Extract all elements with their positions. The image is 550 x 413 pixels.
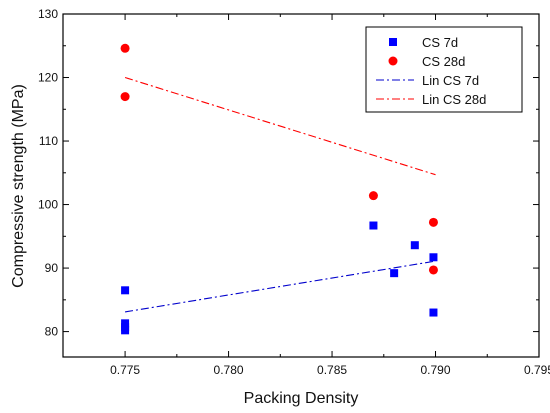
y-tick-label: 120 — [38, 71, 58, 85]
point-cs-7d — [121, 286, 129, 294]
y-tick-label: 100 — [38, 198, 58, 212]
x-tick-label: 0.775 — [110, 363, 140, 377]
y-axis-title: Compressive strength (MPa) — [10, 84, 27, 288]
legend-label-cs-28d: CS 28d — [422, 54, 465, 69]
y-tick-label: 110 — [39, 134, 58, 148]
x-tick-label: 0.780 — [214, 363, 244, 377]
point-cs-7d — [390, 269, 398, 277]
legend-swatch-cs-28d — [389, 57, 398, 66]
legend: CS 7d CS 28d Lin CS 7d Lin CS 28d — [366, 27, 522, 112]
legend-swatch-cs-7d — [389, 38, 397, 46]
x-tick-label: 0.785 — [317, 363, 347, 377]
point-cs-7d — [429, 253, 437, 261]
x-axis-title: Packing Density — [244, 390, 359, 407]
y-tick-label: 80 — [45, 325, 59, 339]
point-cs-28d — [369, 191, 378, 200]
point-cs-7d — [121, 326, 129, 334]
legend-label-cs-7d: CS 7d — [422, 35, 458, 50]
x-tick-label: 0.795 — [524, 363, 550, 377]
point-cs-28d — [429, 218, 438, 227]
point-cs-28d — [429, 265, 438, 274]
point-cs-28d — [121, 44, 130, 53]
point-cs-7d — [429, 309, 437, 317]
y-tick-label: 130 — [38, 7, 58, 21]
point-cs-28d — [121, 92, 130, 101]
fit-line-lin-cs-7d — [125, 261, 435, 312]
point-cs-7d — [411, 241, 419, 249]
legend-label-lin-cs-7d: Lin CS 7d — [422, 73, 479, 88]
legend-label-lin-cs-28d: Lin CS 28d — [422, 92, 486, 107]
point-cs-7d — [369, 222, 377, 230]
y-tick-label: 90 — [45, 261, 59, 275]
x-tick-label: 0.790 — [421, 363, 451, 377]
